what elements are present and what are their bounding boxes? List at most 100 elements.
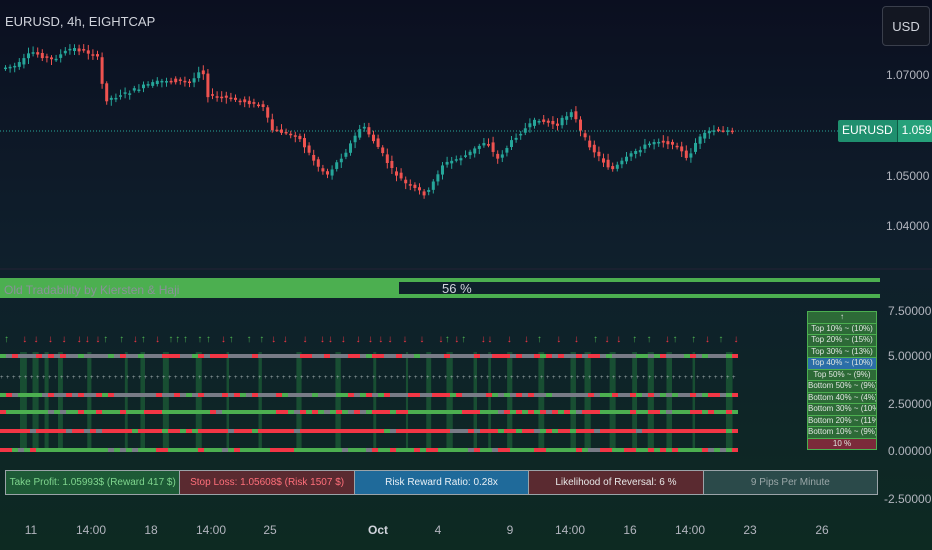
indicator-segment <box>708 393 714 397</box>
indicator-segment <box>414 354 420 358</box>
indicator-segment <box>246 429 252 433</box>
indicator-segment <box>54 393 60 397</box>
indicator-segment <box>510 429 516 433</box>
indicator-segment <box>534 429 540 433</box>
indicator-segment <box>144 393 150 397</box>
dot-marker: + <box>642 375 646 381</box>
symbol-title[interactable]: EURUSD, 4h, EIGHTCAP <box>5 14 156 29</box>
indicator-segment <box>12 448 18 452</box>
candle <box>500 154 504 158</box>
signal-arrow: ↑ <box>206 334 211 345</box>
indicator-segment <box>684 354 690 358</box>
dot-marker: + <box>600 375 604 381</box>
candle <box>284 131 288 134</box>
indicator-segment <box>450 429 456 433</box>
candle <box>726 130 730 132</box>
indicator-segment <box>522 393 528 397</box>
indicator-segment <box>354 354 360 358</box>
indicator-segment <box>492 448 498 452</box>
indicator-segment <box>654 354 660 358</box>
indicator-segment <box>258 429 264 433</box>
indicator-segment <box>396 429 402 433</box>
indicator-segment <box>558 410 564 414</box>
candle <box>257 104 260 107</box>
candle <box>215 96 219 98</box>
indicator-segment <box>414 429 420 433</box>
indicator-segment <box>252 448 258 452</box>
indicator-segment <box>72 354 78 358</box>
indicator-segment <box>42 448 48 452</box>
dot-marker: + <box>6 375 10 381</box>
indicator-segment <box>180 429 186 433</box>
candle <box>73 48 76 52</box>
indicator-segment <box>690 448 696 452</box>
signal-arrow: ↑ <box>229 334 234 345</box>
indicator-segment <box>384 448 390 452</box>
price-chart[interactable] <box>0 0 880 268</box>
indicator-title[interactable]: Old Tradability by Kiersten & Haji <box>4 283 180 297</box>
indicator-segment <box>42 393 48 397</box>
indicator-segment <box>672 393 678 397</box>
currency-button[interactable]: USD <box>882 6 930 46</box>
indicator-segment <box>714 393 720 397</box>
dot-marker: + <box>114 375 118 381</box>
indicator-segment <box>354 393 360 397</box>
indicator-segment <box>138 410 144 414</box>
indicator-segment <box>666 393 672 397</box>
signal-arrow: ↑ <box>718 334 723 345</box>
indicator-segment <box>84 354 90 358</box>
tradability-bar-bottom <box>0 294 880 298</box>
indicator-segment <box>420 393 426 397</box>
dot-marker: + <box>360 375 364 381</box>
indicator-segment <box>420 429 426 433</box>
indicator-segment <box>354 448 360 452</box>
indicator-segment <box>642 410 648 414</box>
indicator-segment <box>330 448 336 452</box>
indicator-segment <box>18 354 24 358</box>
dot-marker: + <box>60 375 64 381</box>
candle <box>68 48 72 51</box>
signal-arrow: ↓ <box>328 334 333 345</box>
indicator-segment <box>324 410 330 414</box>
signal-band <box>647 352 654 452</box>
candle <box>252 102 256 104</box>
indicator-segment <box>540 429 546 433</box>
candle <box>533 119 536 126</box>
indicator-segment <box>420 410 426 414</box>
indicator-segment <box>696 410 702 414</box>
candle <box>312 154 316 161</box>
candle <box>464 155 467 157</box>
signal-arrow: ↓ <box>368 334 373 345</box>
indicator-segment <box>6 354 12 358</box>
candle <box>694 142 697 152</box>
pane-divider[interactable] <box>0 268 932 270</box>
dot-marker: + <box>660 375 664 381</box>
dot-marker: + <box>12 375 16 381</box>
indicator-segment <box>192 448 198 452</box>
candle <box>583 133 587 138</box>
indicator-segment <box>174 410 180 414</box>
indicator-segment <box>552 448 558 452</box>
candle <box>280 129 283 133</box>
indicator-segment <box>114 448 120 452</box>
candle <box>54 58 58 61</box>
indicator-segment <box>120 448 126 452</box>
candle <box>385 154 389 164</box>
candle <box>418 187 421 191</box>
indicator-segment <box>84 429 90 433</box>
indicator-pane[interactable]: + + + + + + + + + + + + + + + + + + + + + + + + + + + + + + + + + + + + + + + +… <box>0 300 880 468</box>
indicator-segment <box>558 354 564 358</box>
indicator-segment <box>264 448 270 452</box>
signal-arrow: ↓ <box>705 334 710 345</box>
indicator-segment <box>192 393 198 397</box>
dot-marker: + <box>294 375 298 381</box>
indicator-segment <box>162 429 168 433</box>
indicator-segment <box>576 354 582 358</box>
indicator-segment <box>210 429 216 433</box>
candle <box>206 73 210 98</box>
indicator-segment <box>504 429 510 433</box>
indicator-segment <box>30 410 36 414</box>
candle <box>376 138 380 147</box>
signal-band <box>57 352 63 452</box>
candle <box>36 52 40 55</box>
